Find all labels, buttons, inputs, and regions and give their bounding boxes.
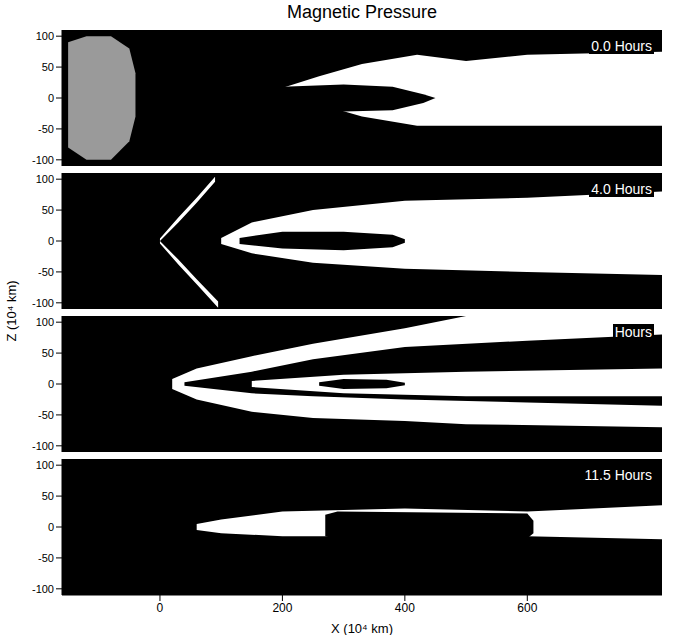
svg-text:-100: -100 <box>32 440 54 452</box>
svg-text:100: 100 <box>36 30 54 42</box>
html-text:4.0 Hours: 4.0 Hours <box>591 181 652 197</box>
svg-text:50: 50 <box>42 204 54 216</box>
svg-text:50: 50 <box>42 61 54 73</box>
svg-text:0: 0 <box>48 378 54 390</box>
html-text:0.0 Hours: 0.0 Hours <box>591 38 652 54</box>
svg-text:200: 200 <box>272 601 292 615</box>
svg-text:-100: -100 <box>32 297 54 309</box>
html-text:11.5 Hours: 11.5 Hours <box>584 467 652 483</box>
svg-text:-50: -50 <box>38 409 54 421</box>
svg-text:-50: -50 <box>38 266 54 278</box>
html-text:Hours: Hours <box>614 324 652 340</box>
svg-text:400: 400 <box>395 601 415 615</box>
svg-text:-100: -100 <box>32 583 54 595</box>
html-text:Z (10⁴ km): Z (10⁴ km) <box>3 279 19 342</box>
svg-text:100: 100 <box>36 316 54 328</box>
svg-text:-50: -50 <box>38 123 54 135</box>
svg-text:-100: -100 <box>32 154 54 166</box>
html-text:Magnetic Pressure: Magnetic Pressure <box>287 2 437 22</box>
svg-text:100: 100 <box>36 459 54 471</box>
svg-text:0: 0 <box>157 601 164 615</box>
svg-text:-50: -50 <box>38 552 54 564</box>
svg-text:50: 50 <box>42 347 54 359</box>
svg-text:100: 100 <box>36 173 54 185</box>
svg-text:X (10⁴ km): X (10⁴ km) <box>331 621 393 635</box>
svg-text:0: 0 <box>48 521 54 533</box>
svg-text:0: 0 <box>48 235 54 247</box>
svg-text:600: 600 <box>517 601 537 615</box>
svg-text:0: 0 <box>48 92 54 104</box>
svg-text:50: 50 <box>42 490 54 502</box>
